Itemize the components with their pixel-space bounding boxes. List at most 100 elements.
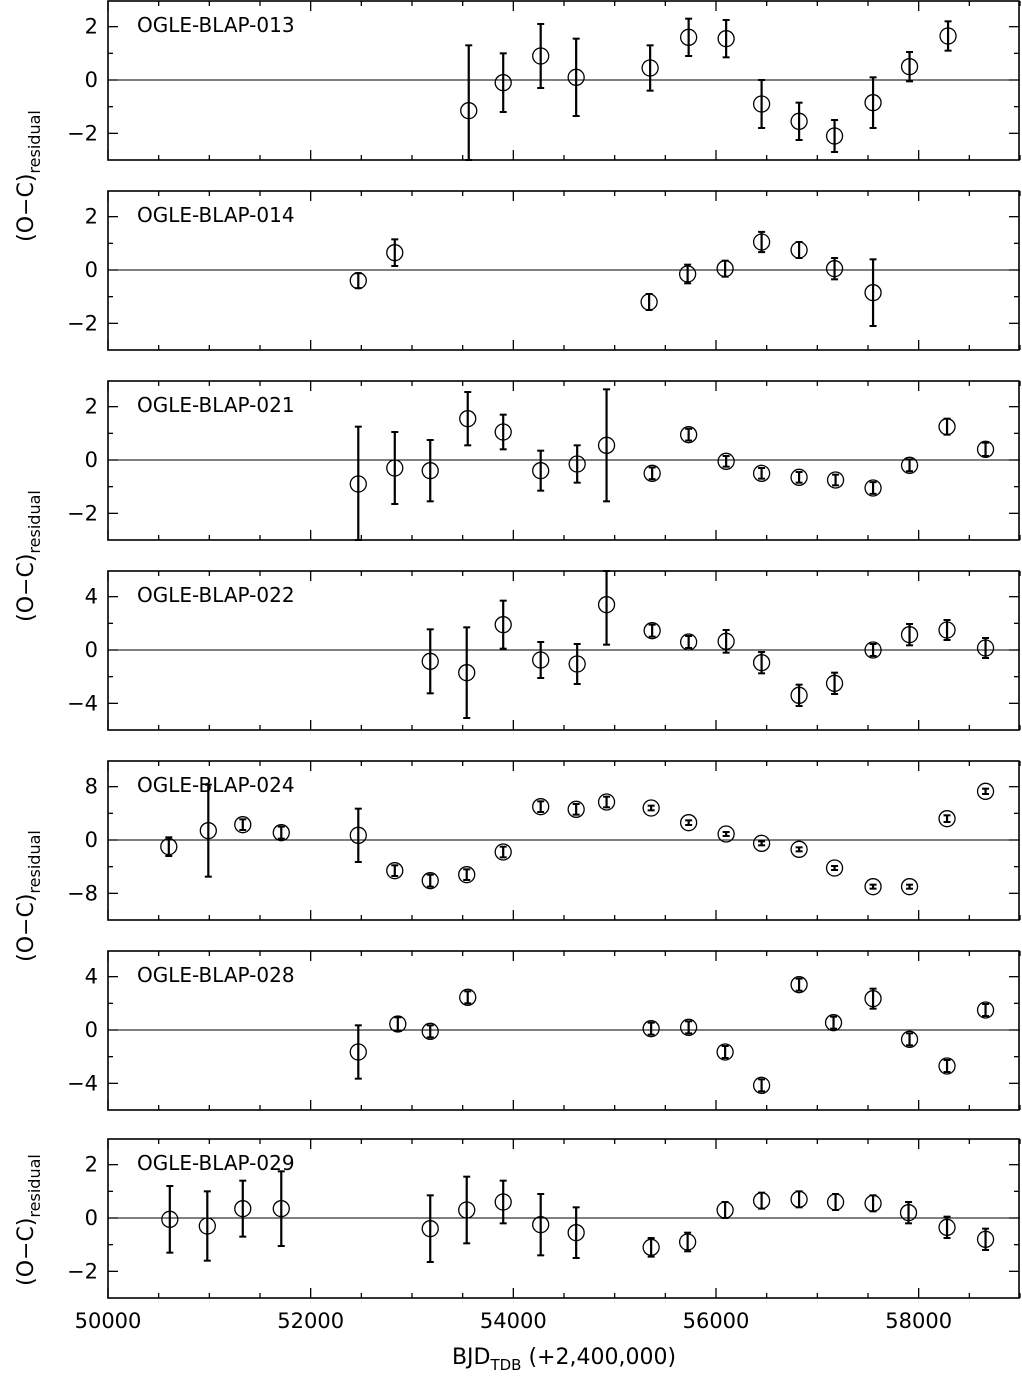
panel-title: OGLE-BLAP-013: [137, 13, 295, 37]
marker-circle: [459, 988, 477, 1006]
data-point: [864, 987, 882, 1010]
y-tick-label: 4: [85, 965, 98, 989]
y-tick-label: −4: [67, 691, 98, 715]
data-point: [494, 52, 512, 113]
marker-circle: [864, 479, 882, 497]
marker-circle: [864, 94, 882, 112]
data-point: [597, 570, 616, 646]
panel-title: OGLE-BLAP-022: [137, 583, 295, 607]
data-point: [597, 793, 616, 811]
marker-circle: [160, 838, 178, 856]
panel-2: −2 0 2 OGLE-BLAP-014: [67, 190, 1021, 351]
marker-circle: [494, 74, 512, 92]
x-tick-label: 58000: [885, 1309, 952, 1333]
marker-circle: [825, 127, 844, 145]
panel-6: −4 0 4 OGLE-BLAP-028: [67, 950, 1021, 1111]
marker-circle: [790, 468, 808, 486]
marker-circle: [976, 1001, 995, 1019]
data-point: [938, 1057, 956, 1075]
marker-circle: [272, 1200, 290, 1218]
marker-circle: [597, 793, 616, 811]
marker-circle: [717, 30, 735, 48]
data-point: [421, 1194, 439, 1263]
marker-circle: [900, 58, 919, 76]
marker-circle: [458, 866, 476, 884]
data-point: [234, 1179, 252, 1238]
y-tick-label: −2: [67, 501, 98, 525]
data-point: [349, 272, 367, 290]
data-point: [938, 1215, 956, 1239]
marker-circle: [567, 1224, 585, 1242]
data-point: [678, 263, 697, 285]
data-point: [752, 651, 771, 675]
data-point: [678, 1231, 697, 1253]
marker-circle: [459, 410, 477, 428]
marker-circle: [717, 825, 735, 843]
marker-circle: [752, 233, 771, 251]
marker-circle: [864, 284, 882, 302]
marker-circle: [568, 455, 586, 473]
data-point: [976, 637, 995, 659]
marker-circle: [938, 418, 956, 436]
data-point: [421, 628, 439, 695]
marker-circle: [752, 464, 771, 482]
data-point: [386, 431, 404, 505]
data-point: [421, 1022, 439, 1040]
data-point: [825, 257, 844, 281]
data-point: [458, 866, 476, 884]
data-point: [752, 1191, 771, 1210]
marker-circle: [199, 822, 217, 840]
data-point: [679, 814, 698, 832]
panels: −2 0 2 OGLE-BLAP-013 −2 0 2 OGLE-BLAP-014 −2 0 2 OG…: [67, 0, 1021, 1333]
data-point: [458, 626, 476, 719]
data-point: [825, 859, 844, 877]
x-tick-label: 56000: [683, 1309, 750, 1333]
marker-circle: [234, 816, 252, 834]
marker-circle: [349, 475, 367, 493]
y-axis-label-main: (O−C): [14, 1218, 39, 1286]
marker-circle: [790, 686, 808, 704]
marker-circle: [752, 1192, 771, 1210]
marker-circle: [716, 260, 734, 278]
data-point: [272, 1170, 290, 1247]
data-point: [790, 840, 808, 858]
y-axis-label-main: (O−C): [14, 894, 39, 962]
marker-circle: [826, 1193, 845, 1211]
data-point: [752, 464, 771, 482]
y-tick-label: 0: [85, 448, 98, 472]
marker-circle: [864, 878, 882, 896]
marker-circle: [349, 826, 367, 844]
x-axis-label-main: BJD: [452, 1345, 491, 1370]
y-tick-label: 0: [85, 1018, 98, 1042]
panel-title: OGLE-BLAP-014: [137, 203, 295, 227]
data-point: [349, 1024, 367, 1080]
data-point: [642, 799, 660, 817]
y-axis-label-main: (O−C): [14, 174, 39, 242]
marker-circle: [421, 462, 439, 480]
marker-circle: [752, 95, 771, 113]
data-point: [494, 1179, 512, 1225]
marker-circle: [938, 1057, 956, 1075]
marker-circle: [597, 436, 616, 454]
marker-circle: [643, 464, 661, 482]
marker-circle: [679, 426, 698, 444]
marker-circle: [864, 1194, 882, 1212]
y-tick-label: 0: [85, 828, 98, 852]
data-point: [349, 807, 367, 863]
marker-circle: [641, 59, 659, 77]
data-point: [825, 119, 844, 153]
x-tick-label: 50000: [75, 1309, 142, 1333]
panel-5: −8 0 8 OGLE-BLAP-024: [67, 760, 1021, 921]
y-tick-label: −2: [67, 121, 98, 145]
data-point: [199, 783, 217, 878]
marker-circle: [349, 272, 367, 290]
marker-circle: [900, 878, 919, 896]
data-point: [597, 388, 616, 503]
data-point: [938, 619, 956, 641]
marker-circle: [161, 1210, 179, 1228]
marker-circle: [460, 102, 478, 120]
marker-circle: [458, 1201, 476, 1219]
marker-circle: [386, 862, 404, 880]
data-point: [716, 1043, 734, 1061]
marker-circle: [679, 1018, 698, 1036]
